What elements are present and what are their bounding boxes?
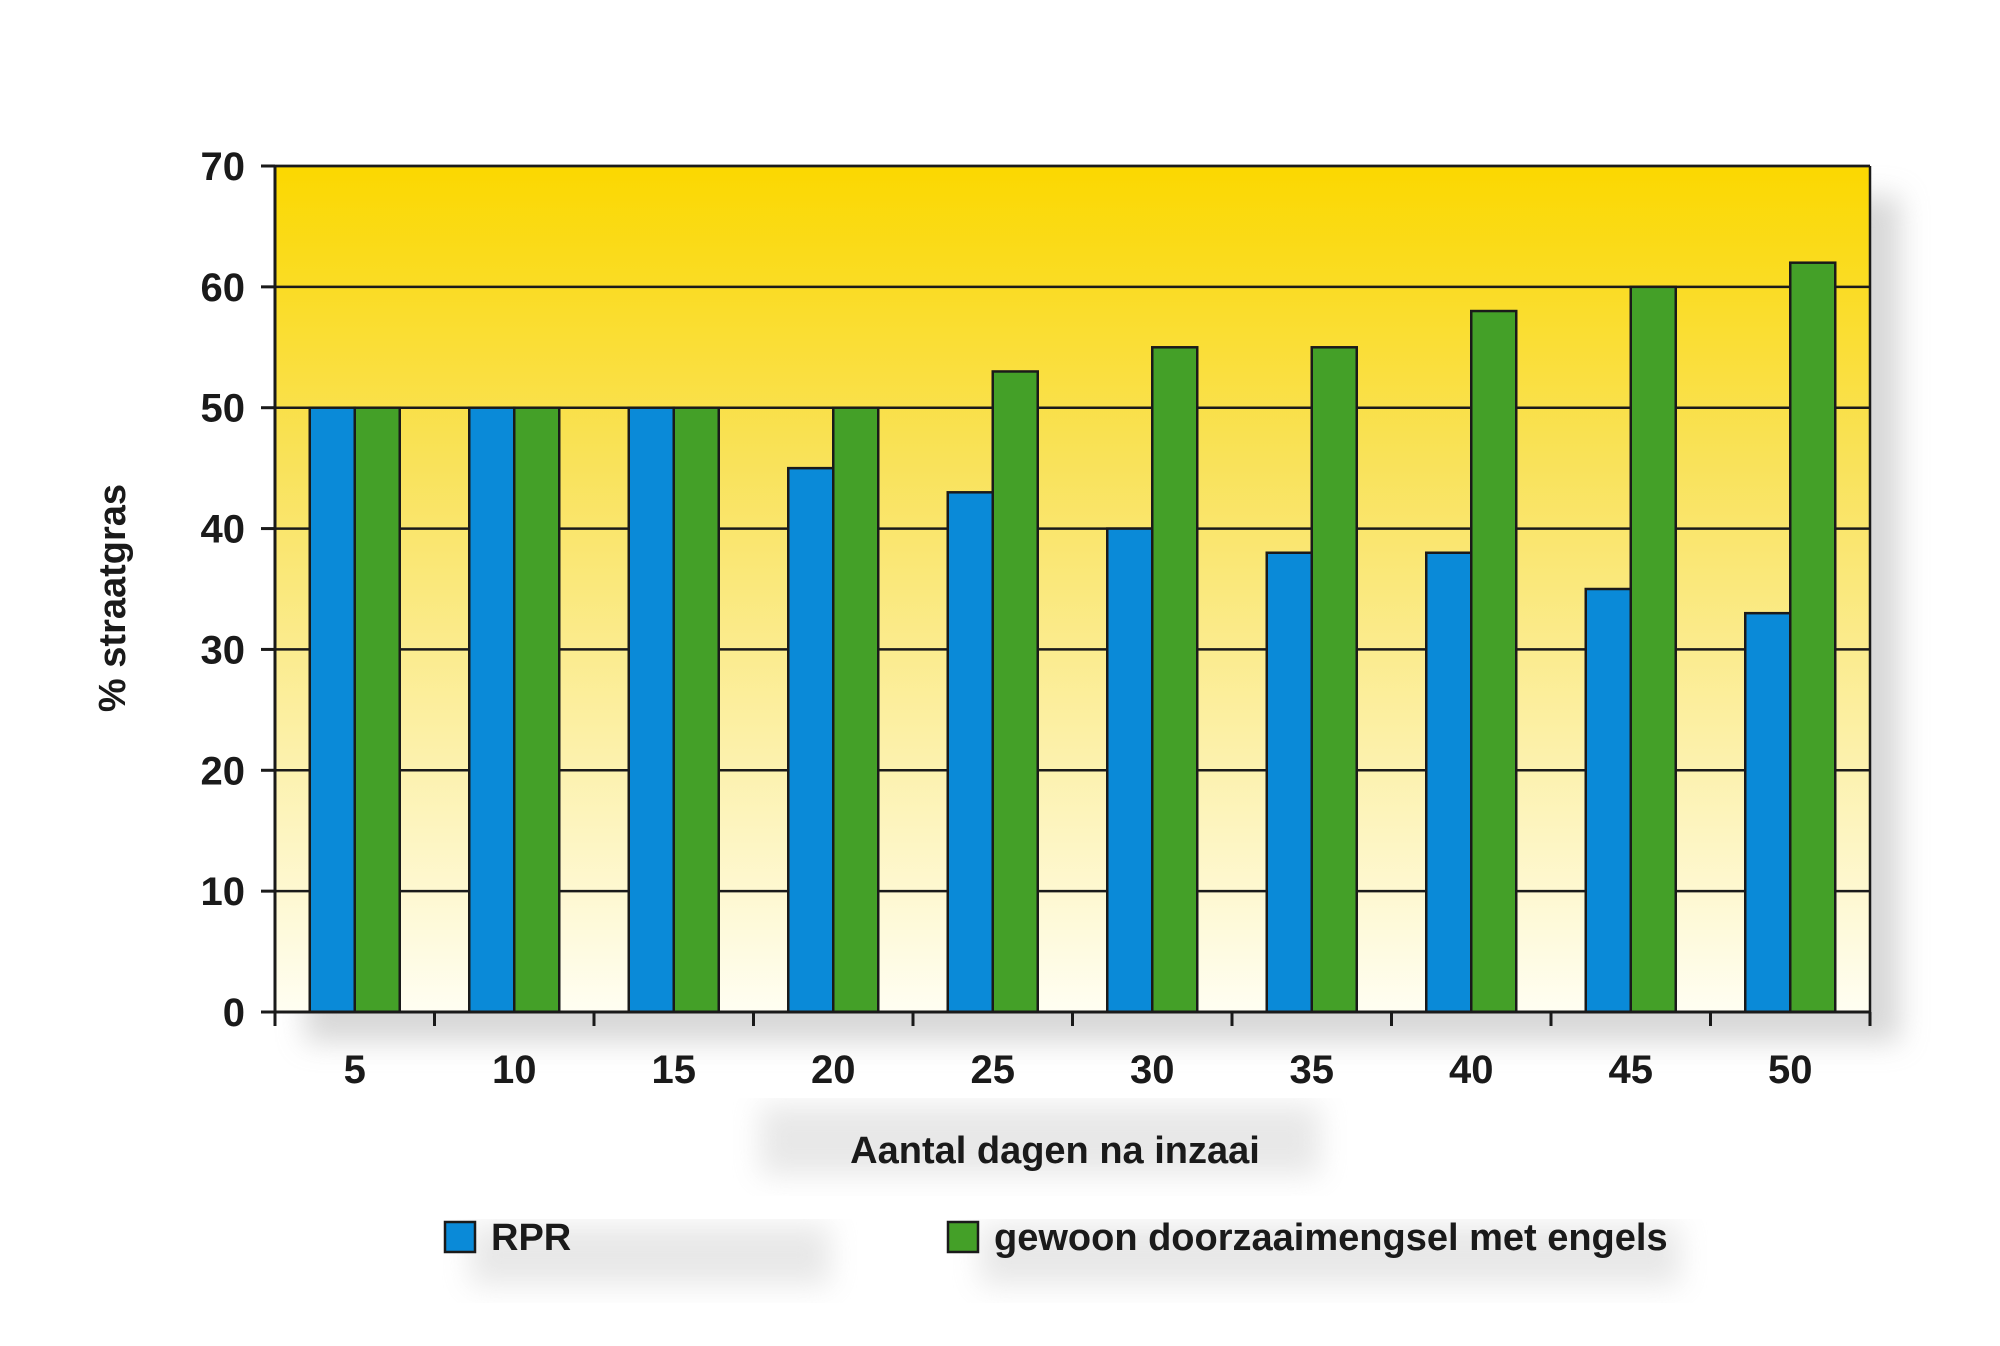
- legend-label-gewoon: gewoon doorzaaimengsel met engels: [994, 1217, 1668, 1259]
- legend-swatch-gewoon: [946, 1220, 980, 1254]
- bar-gewoon-35: [1310, 346, 1358, 1014]
- y-axis-title: % straatgras: [92, 484, 134, 712]
- y-tick-label-50: 50: [201, 387, 246, 431]
- x-tick-label-30: 30: [1130, 1048, 1175, 1092]
- bar-gewoon-25: [991, 370, 1039, 1014]
- bar-rpr-45: [1584, 587, 1632, 1014]
- y-tick-label-20: 20: [201, 749, 246, 793]
- bar-gewoon-5: [353, 406, 401, 1014]
- bar-rpr-30: [1106, 527, 1154, 1014]
- legend: RPR gewoon doorzaaimengsel met engels: [443, 1217, 1668, 1259]
- y-tick-label-70: 70: [201, 145, 246, 189]
- bar-gewoon-30: [1151, 346, 1199, 1014]
- legend-swatch-rpr: [443, 1220, 477, 1254]
- bars: [308, 261, 1837, 1014]
- bar-rpr-10: [468, 406, 516, 1014]
- x-tick-label-35: 35: [1290, 1048, 1335, 1092]
- legend-label-rpr: RPR: [491, 1217, 571, 1259]
- legend-shadow-2: [980, 1225, 1680, 1285]
- x-tick-label-20: 20: [811, 1048, 856, 1092]
- x-tick-label-45: 45: [1609, 1048, 1654, 1092]
- x-tick-label-40: 40: [1449, 1048, 1494, 1092]
- x-tick-label-5: 5: [344, 1048, 366, 1092]
- xlabel-shadow: [760, 1105, 1320, 1175]
- x-tick-label-25: 25: [971, 1048, 1016, 1092]
- x-tick-label-10: 10: [492, 1048, 537, 1092]
- bar-rpr-50: [1744, 611, 1792, 1014]
- bar-gewoon-20: [832, 406, 880, 1014]
- x-tick-label-15: 15: [652, 1048, 697, 1092]
- y-tick-label-40: 40: [201, 508, 246, 552]
- y-tick-label-0: 0: [223, 991, 245, 1035]
- bar-rpr-35: [1265, 551, 1313, 1014]
- x-tick-label-50: 50: [1768, 1048, 1813, 1092]
- bar-rpr-25: [946, 491, 994, 1014]
- y-tick-label-10: 10: [201, 870, 246, 914]
- bar-gewoon-50: [1789, 261, 1837, 1014]
- y-tick-label-30: 30: [201, 628, 246, 672]
- x-axis-title: Aantal dagen na inzaai: [850, 1130, 1260, 1172]
- bar-gewoon-45: [1629, 285, 1677, 1014]
- bar-gewoon-15: [672, 406, 720, 1014]
- bar-rpr-15: [627, 406, 675, 1014]
- bar-rpr-20: [787, 466, 835, 1014]
- x-tick-labels: 5 10 15 20 25 30 35 40 45 50: [344, 1048, 1813, 1092]
- bar-gewoon-10: [513, 406, 561, 1014]
- axes: [261, 164, 1872, 1026]
- bar-gewoon-40: [1470, 309, 1518, 1014]
- legend-shadow-1: [470, 1225, 830, 1285]
- bar-rpr-5: [308, 406, 356, 1014]
- y-tick-labels: 0 10 20 30 40 50 60 70: [201, 145, 246, 1035]
- y-tick-label-60: 60: [201, 266, 246, 310]
- bar-rpr-40: [1425, 551, 1473, 1014]
